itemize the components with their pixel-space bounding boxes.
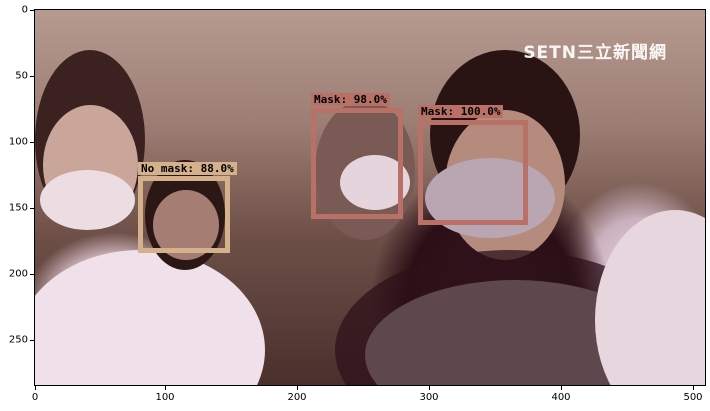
x-tick-label: 500 bbox=[683, 392, 703, 403]
y-tick-label: 250 bbox=[8, 334, 28, 346]
y-tick-label: 200 bbox=[8, 268, 28, 280]
y-tick-mark bbox=[30, 142, 34, 143]
image-axes: SETN三立新聞網 No mask: 88.0% Mask: 98.0% Mas… bbox=[34, 9, 706, 386]
x-tick-label: 0 bbox=[31, 392, 39, 403]
x-tick-mark bbox=[429, 386, 430, 390]
y-tick-mark bbox=[30, 76, 34, 77]
x-tick-mark bbox=[561, 386, 562, 390]
x-tick-mark bbox=[165, 386, 166, 390]
detection-label-no-mask: No mask: 88.0% bbox=[138, 162, 237, 175]
detection-box-mask-98 bbox=[311, 108, 403, 219]
x-tick-label: 100 bbox=[155, 392, 175, 403]
y-tick-label: 0 bbox=[21, 4, 28, 16]
detection-box-no-mask bbox=[138, 176, 230, 253]
y-tick-label: 100 bbox=[8, 136, 28, 148]
left-student-mask bbox=[40, 170, 135, 230]
far-right-figure bbox=[595, 210, 705, 385]
y-tick-label: 150 bbox=[8, 202, 28, 214]
x-tick-mark bbox=[693, 386, 694, 390]
x-tick-label: 400 bbox=[551, 392, 571, 403]
left-student-shirt bbox=[35, 250, 265, 385]
x-tick-mark bbox=[297, 386, 298, 390]
x-tick-label: 300 bbox=[419, 392, 439, 403]
detection-box-mask-100 bbox=[418, 120, 528, 225]
y-tick-mark bbox=[30, 274, 34, 275]
y-tick-label: 50 bbox=[15, 70, 28, 82]
y-tick-mark bbox=[30, 10, 34, 11]
detection-label-mask-100: Mask: 100.0% bbox=[418, 105, 504, 118]
x-tick-label: 200 bbox=[287, 392, 307, 403]
detection-label-mask-98: Mask: 98.0% bbox=[311, 93, 390, 106]
y-tick-mark bbox=[30, 208, 34, 209]
setn-watermark: SETN三立新聞網 bbox=[523, 43, 667, 63]
x-tick-mark bbox=[35, 386, 36, 390]
y-tick-mark bbox=[30, 340, 34, 341]
